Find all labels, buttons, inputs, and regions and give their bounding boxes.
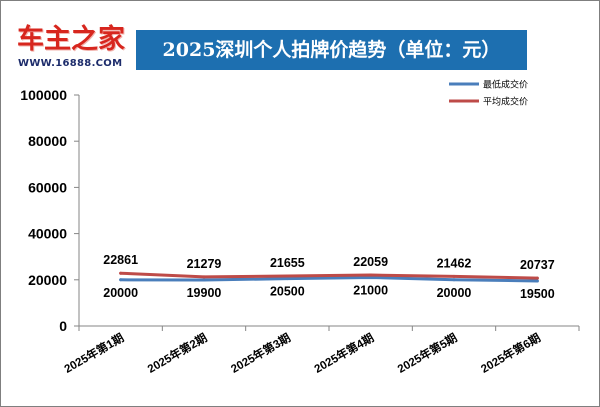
y-tick-label: 60000 bbox=[28, 179, 67, 195]
data-label: 22861 bbox=[103, 253, 138, 267]
x-tick-label: 2025年第6期 bbox=[478, 330, 543, 375]
data-label: 21279 bbox=[187, 257, 222, 271]
y-tick-label: 40000 bbox=[28, 226, 67, 242]
y-tick-label: 100000 bbox=[20, 87, 67, 103]
data-point bbox=[285, 277, 289, 281]
chart-title: 2025深圳个人拍牌价趋势（单位：元） bbox=[136, 30, 527, 70]
logo-url: WWW.16888.COM bbox=[18, 58, 123, 69]
logo-brand: 车主之家 bbox=[17, 24, 125, 55]
data-point bbox=[202, 278, 206, 282]
data-label: 21655 bbox=[270, 256, 305, 270]
data-label: 20737 bbox=[520, 258, 555, 272]
data-point bbox=[369, 273, 373, 277]
y-tick-label: 80000 bbox=[28, 133, 67, 149]
data-point bbox=[535, 276, 539, 280]
x-tick-label: 2025年第4期 bbox=[312, 330, 377, 375]
x-tick-label: 2025年第3期 bbox=[228, 330, 293, 375]
x-tick-label: 2025年第2期 bbox=[145, 330, 210, 375]
data-label: 22059 bbox=[353, 255, 388, 269]
data-label: 19900 bbox=[187, 286, 222, 300]
series-line-1 bbox=[119, 275, 539, 283]
data-point bbox=[119, 278, 123, 282]
series-line-2 bbox=[119, 271, 539, 280]
data-label: 21462 bbox=[437, 256, 472, 270]
data-point bbox=[119, 271, 123, 275]
data-label: 20000 bbox=[437, 286, 472, 300]
data-point bbox=[452, 274, 456, 278]
x-tick-label: 2025年第1期 bbox=[62, 330, 127, 375]
legend-label: 最低成交价 bbox=[483, 79, 528, 90]
y-tick-label: 20000 bbox=[28, 272, 67, 288]
y-tick-label: 0 bbox=[59, 318, 67, 334]
data-point bbox=[202, 275, 206, 279]
data-label: 20000 bbox=[103, 286, 138, 300]
data-point bbox=[452, 278, 456, 282]
x-tick-label: 2025年第5期 bbox=[395, 330, 460, 375]
data-point bbox=[535, 279, 539, 283]
data-label: 21000 bbox=[353, 283, 388, 297]
data-label: 19500 bbox=[520, 287, 555, 301]
data-label: 20500 bbox=[270, 285, 305, 299]
legend-label: 平均成交价 bbox=[483, 96, 528, 107]
data-point bbox=[285, 274, 289, 278]
data-point bbox=[369, 275, 373, 279]
